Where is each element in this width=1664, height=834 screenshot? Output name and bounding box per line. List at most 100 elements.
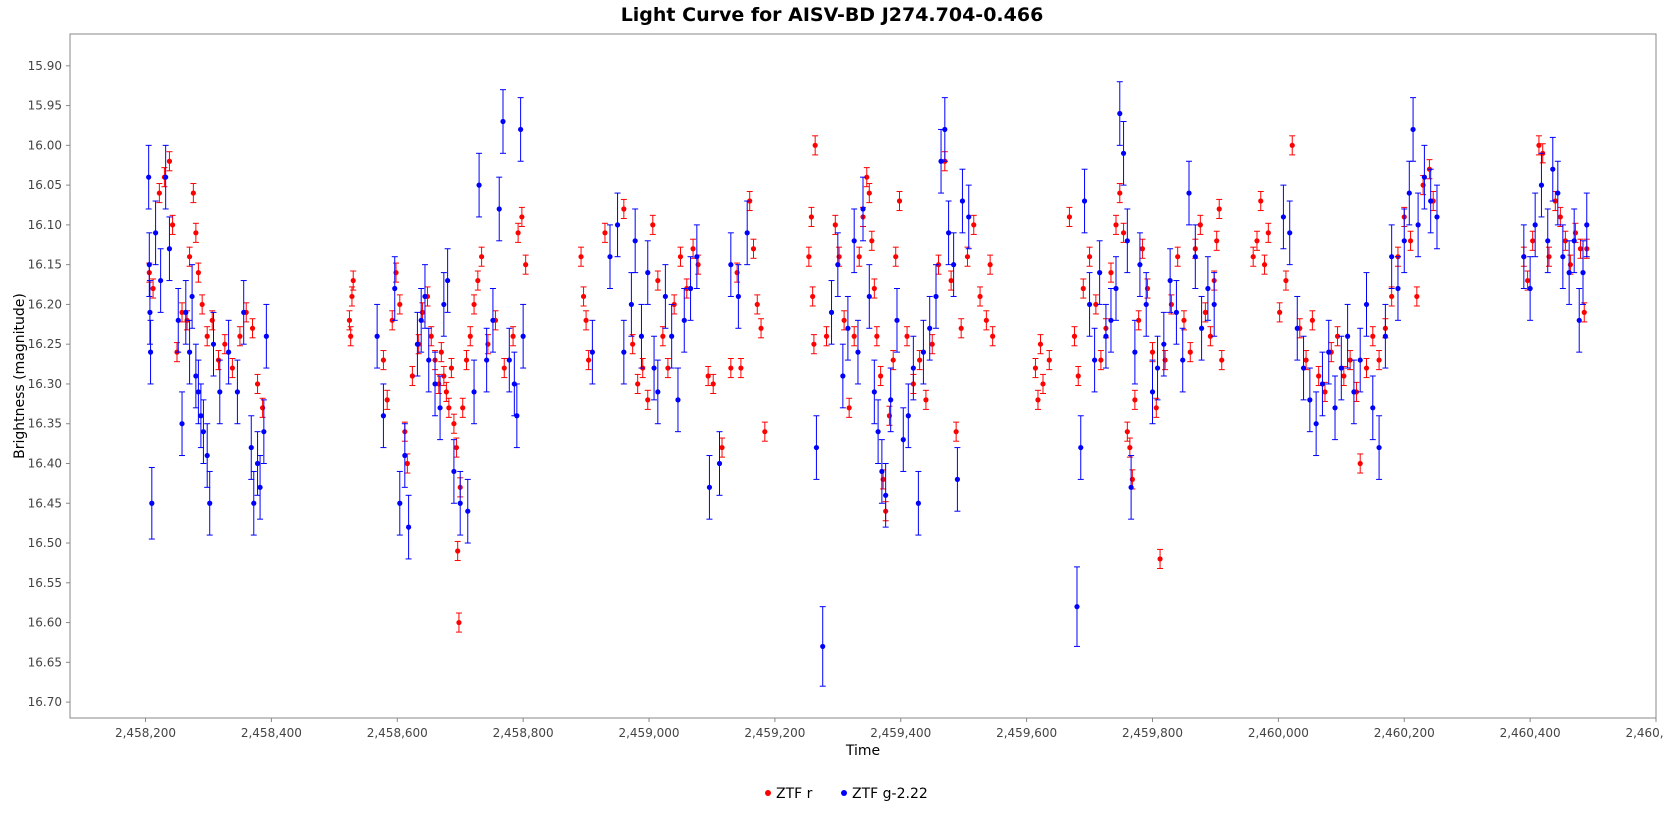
data-point <box>1162 357 1168 363</box>
data-point <box>1219 357 1225 363</box>
data-point <box>1322 389 1328 395</box>
data-point <box>1197 222 1203 228</box>
x-tick-label: 2,459,200 <box>744 726 805 740</box>
data-point <box>754 301 760 308</box>
data-point <box>1530 238 1536 244</box>
data-point <box>150 285 156 292</box>
data-point <box>735 293 741 300</box>
data-point <box>441 373 447 379</box>
data-point <box>823 333 830 339</box>
data-point <box>1075 373 1081 379</box>
data-point <box>451 421 457 427</box>
data-point <box>669 333 675 339</box>
data-point <box>869 238 875 244</box>
data-point <box>614 222 621 228</box>
data-point <box>1086 301 1093 308</box>
data-point <box>580 293 587 300</box>
data-point <box>632 238 638 244</box>
data-point <box>694 254 700 260</box>
data-point <box>1341 373 1347 379</box>
data-point <box>1080 285 1086 292</box>
data-point <box>1545 238 1551 244</box>
data-point <box>248 444 254 451</box>
data-point <box>1139 246 1146 252</box>
data-point <box>871 285 877 292</box>
data-point <box>226 349 232 355</box>
data-point <box>1214 238 1220 244</box>
data-point <box>1120 150 1127 156</box>
data-point <box>650 222 656 228</box>
data-point <box>1128 484 1134 490</box>
data-point <box>728 365 734 371</box>
data-point <box>169 222 176 228</box>
data-point <box>1132 397 1138 403</box>
data-point <box>346 317 353 323</box>
data-point <box>886 413 893 419</box>
data-point <box>687 285 694 292</box>
data-point <box>456 619 462 626</box>
x-tick-label: 2,458,400 <box>241 726 302 740</box>
x-tick-label: 2,458,200 <box>115 726 176 740</box>
y-tick-label: 16.05 <box>28 178 62 192</box>
data-point <box>1046 357 1052 363</box>
y-tick-label: 16.10 <box>28 218 62 232</box>
data-point <box>1265 230 1271 236</box>
data-point <box>175 317 181 323</box>
data-point <box>1307 397 1313 403</box>
data-point <box>441 301 447 308</box>
data-point <box>1363 365 1370 371</box>
data-point <box>437 405 443 411</box>
data-point <box>460 405 466 411</box>
data-point <box>856 254 862 260</box>
plot-area <box>69 33 1657 719</box>
data-point <box>905 413 911 419</box>
data-point <box>630 341 636 347</box>
data-point <box>475 277 481 284</box>
data-point <box>195 389 201 395</box>
x-tick-label: 2,459,000 <box>618 726 679 740</box>
data-point <box>438 349 444 355</box>
legend-label-ztf-g: ZTF g-2.22 <box>852 786 928 802</box>
data-point <box>501 365 507 371</box>
data-point <box>426 357 432 363</box>
data-point <box>1357 357 1363 363</box>
data-point <box>651 365 657 371</box>
data-point <box>1254 238 1260 244</box>
data-point <box>983 317 989 323</box>
data-point <box>241 309 247 315</box>
data-point <box>200 429 207 435</box>
data-point <box>855 349 861 355</box>
data-point <box>1401 238 1407 244</box>
data-point <box>1527 285 1533 292</box>
data-point <box>836 254 842 260</box>
data-point <box>520 333 526 339</box>
data-point <box>1581 309 1587 315</box>
data-point <box>1097 270 1103 276</box>
data-point <box>1376 357 1382 363</box>
data-point <box>1560 254 1566 260</box>
data-point <box>888 397 894 403</box>
data-point <box>1421 174 1427 180</box>
data-point <box>1577 246 1584 252</box>
data-point <box>894 317 900 323</box>
data-point <box>896 198 903 204</box>
data-point <box>1198 325 1205 331</box>
data-point <box>476 182 482 188</box>
data-point <box>1081 198 1088 204</box>
data-point <box>813 444 820 451</box>
data-point <box>1389 254 1395 260</box>
data-point <box>1167 277 1173 284</box>
data-point <box>1406 190 1412 196</box>
data-point <box>1538 182 1545 188</box>
data-point <box>1562 238 1568 244</box>
data-point <box>350 277 356 284</box>
data-point <box>1117 110 1123 117</box>
y-tick-label: 15.90 <box>28 59 62 73</box>
data-point <box>1181 317 1187 323</box>
x-tick-label: 2,459,800 <box>1122 726 1183 740</box>
data-point <box>432 381 438 387</box>
data-point <box>1351 389 1357 395</box>
data-point <box>1108 270 1114 276</box>
data-point <box>465 508 471 514</box>
